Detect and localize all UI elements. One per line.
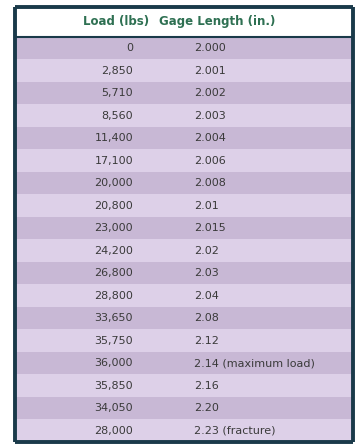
Text: 2.20: 2.20 xyxy=(194,403,219,413)
Text: 2.14 (maximum load): 2.14 (maximum load) xyxy=(194,358,315,368)
Bar xyxy=(15,419,353,442)
Text: 5,710: 5,710 xyxy=(102,88,133,98)
Text: 2.015: 2.015 xyxy=(194,223,226,233)
Text: 2.03: 2.03 xyxy=(194,268,219,278)
Text: 35,750: 35,750 xyxy=(94,336,133,345)
Bar xyxy=(15,59,353,82)
Bar xyxy=(15,7,353,37)
Text: 34,050: 34,050 xyxy=(94,403,133,413)
Text: 26,800: 26,800 xyxy=(94,268,133,278)
Bar xyxy=(15,172,353,194)
Text: 28,800: 28,800 xyxy=(94,290,133,301)
Text: 36,000: 36,000 xyxy=(95,358,133,368)
Text: 2.12: 2.12 xyxy=(194,336,219,345)
Text: 33,650: 33,650 xyxy=(95,313,133,323)
Text: 8,560: 8,560 xyxy=(102,111,133,121)
Bar xyxy=(15,329,353,352)
Text: 0: 0 xyxy=(126,43,133,53)
Bar xyxy=(15,194,353,217)
Bar xyxy=(15,217,353,239)
Text: 2.08: 2.08 xyxy=(194,313,219,323)
Text: 20,800: 20,800 xyxy=(94,201,133,210)
Text: 2.003: 2.003 xyxy=(194,111,226,121)
Text: Gage Length (in.): Gage Length (in.) xyxy=(159,15,276,28)
Bar xyxy=(15,374,353,397)
Bar xyxy=(15,352,353,374)
Text: 28,000: 28,000 xyxy=(94,425,133,436)
Text: 20,000: 20,000 xyxy=(94,178,133,188)
Text: 2.16: 2.16 xyxy=(194,381,219,391)
Bar xyxy=(15,397,353,419)
Bar xyxy=(15,307,353,329)
Text: 2.008: 2.008 xyxy=(194,178,226,188)
Bar xyxy=(15,37,353,59)
Bar xyxy=(15,284,353,307)
Text: 2.001: 2.001 xyxy=(194,66,226,75)
Text: Load (lbs): Load (lbs) xyxy=(83,15,149,28)
Bar xyxy=(15,239,353,262)
Bar xyxy=(15,127,353,149)
Text: 35,850: 35,850 xyxy=(94,381,133,391)
Text: 23,000: 23,000 xyxy=(94,223,133,233)
Text: 2.004: 2.004 xyxy=(194,133,226,143)
Text: 17,100: 17,100 xyxy=(94,155,133,166)
Bar xyxy=(15,82,353,104)
Text: 2.23 (fracture): 2.23 (fracture) xyxy=(194,425,276,436)
Bar xyxy=(15,104,353,127)
Text: 2.006: 2.006 xyxy=(194,155,226,166)
Text: 2.002: 2.002 xyxy=(194,88,226,98)
Text: 2.02: 2.02 xyxy=(194,246,219,256)
Text: 11,400: 11,400 xyxy=(94,133,133,143)
Bar xyxy=(15,262,353,284)
Bar xyxy=(15,149,353,172)
Text: 2.000: 2.000 xyxy=(194,43,226,53)
Text: 2.01: 2.01 xyxy=(194,201,219,210)
Text: 24,200: 24,200 xyxy=(94,246,133,256)
Text: 2.04: 2.04 xyxy=(194,290,219,301)
Text: 2,850: 2,850 xyxy=(101,66,133,75)
